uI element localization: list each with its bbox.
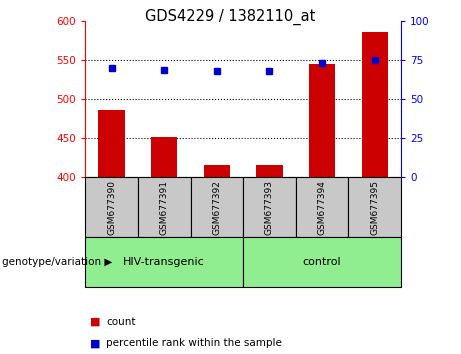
Bar xyxy=(190,177,243,237)
Text: GSM677393: GSM677393 xyxy=(265,179,274,235)
Text: HIV-transgenic: HIV-transgenic xyxy=(124,257,205,267)
Text: GSM677394: GSM677394 xyxy=(318,179,327,235)
Bar xyxy=(243,177,296,237)
Bar xyxy=(309,64,335,177)
Bar xyxy=(151,137,177,177)
Text: control: control xyxy=(303,257,342,267)
Text: GSM677391: GSM677391 xyxy=(160,179,169,235)
Bar xyxy=(138,177,190,237)
Bar xyxy=(243,237,401,287)
Bar xyxy=(99,110,125,177)
Bar xyxy=(85,237,243,287)
Text: GSM677392: GSM677392 xyxy=(213,179,221,235)
Text: GSM677395: GSM677395 xyxy=(370,179,379,235)
Bar xyxy=(361,32,388,177)
Bar xyxy=(349,177,401,237)
Text: genotype/variation ▶: genotype/variation ▶ xyxy=(2,257,112,267)
Bar xyxy=(296,177,349,237)
Text: ■: ■ xyxy=(90,338,100,348)
Text: percentile rank within the sample: percentile rank within the sample xyxy=(106,338,282,348)
Text: count: count xyxy=(106,317,136,327)
Bar xyxy=(256,165,283,177)
Bar xyxy=(204,165,230,177)
Text: ■: ■ xyxy=(90,317,100,327)
Text: GSM677390: GSM677390 xyxy=(107,179,116,235)
Bar xyxy=(85,177,138,237)
Text: GDS4229 / 1382110_at: GDS4229 / 1382110_at xyxy=(145,9,316,25)
